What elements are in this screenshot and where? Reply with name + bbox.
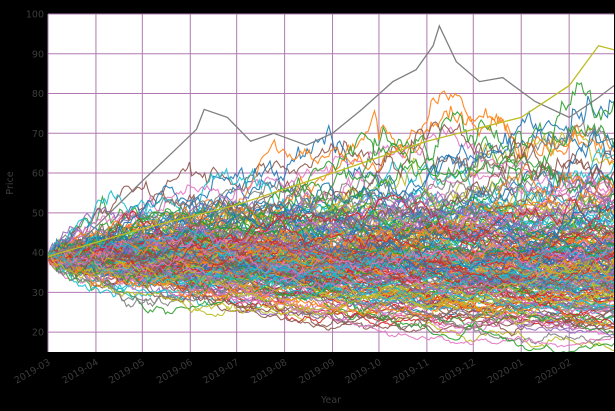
series-path xyxy=(48,255,614,315)
series-path xyxy=(48,131,614,261)
x-tick-label: 2019-08 xyxy=(249,357,289,386)
series-path xyxy=(48,210,614,259)
y-axis-title: Price xyxy=(5,171,16,194)
series-path-highlight xyxy=(48,24,614,258)
series-path xyxy=(48,163,614,267)
x-tick-label: 2019-12 xyxy=(438,357,478,386)
series-path xyxy=(48,248,614,352)
x-axis-ticks: 2019-03 2019-04 2019-05 2019-06 2019-07 2019-… xyxy=(13,357,574,386)
y-tick-label: 50 xyxy=(32,208,44,219)
series-path xyxy=(48,164,614,279)
y-tick-label: 100 xyxy=(26,10,44,21)
series-path xyxy=(48,227,614,308)
y-tick-label: 40 xyxy=(32,248,44,259)
x-tick-label: 2020-01 xyxy=(486,357,526,386)
series-path xyxy=(48,185,614,258)
x-tick-label: 2019-07 xyxy=(201,357,241,386)
y-tick-label: 90 xyxy=(32,49,44,60)
series-paths xyxy=(48,24,614,352)
series-path xyxy=(48,218,614,260)
series-path xyxy=(48,225,614,278)
x-axis-title: Year xyxy=(320,395,341,406)
y-tick-label: 20 xyxy=(32,328,44,339)
series-path xyxy=(48,111,614,268)
series-path xyxy=(48,255,614,309)
series-path xyxy=(48,252,614,300)
x-tick-label: 2019-11 xyxy=(391,357,431,386)
series-path xyxy=(48,255,614,348)
series-path xyxy=(48,227,614,310)
series-path xyxy=(48,238,614,303)
x-tick-label: 2019-10 xyxy=(344,357,384,386)
series-path xyxy=(48,253,614,310)
x-tick-label: 2019-05 xyxy=(107,357,147,386)
y-tick-label: 30 xyxy=(32,288,44,299)
series-path xyxy=(48,253,614,330)
series-path xyxy=(48,140,614,266)
x-tick-label: 2019-06 xyxy=(155,357,195,386)
x-tick-label: 2019-09 xyxy=(297,357,337,386)
series-path xyxy=(48,243,614,309)
y-tick-label: 60 xyxy=(32,169,44,180)
series-path xyxy=(48,184,614,272)
x-tick-label: 2019-04 xyxy=(61,357,101,386)
y-tick-label: 80 xyxy=(32,89,44,100)
series-path xyxy=(48,137,614,270)
series-path xyxy=(48,254,614,314)
y-axis-ticks: 20 30 40 50 60 70 80 90 100 xyxy=(26,10,44,339)
x-tick-label: 2020-02 xyxy=(534,357,574,386)
x-tick-label: 2019-03 xyxy=(13,357,53,386)
y-tick-label: 70 xyxy=(32,129,44,140)
series-path-highlight xyxy=(48,45,614,258)
series-path xyxy=(48,126,614,258)
series-path xyxy=(48,120,614,274)
